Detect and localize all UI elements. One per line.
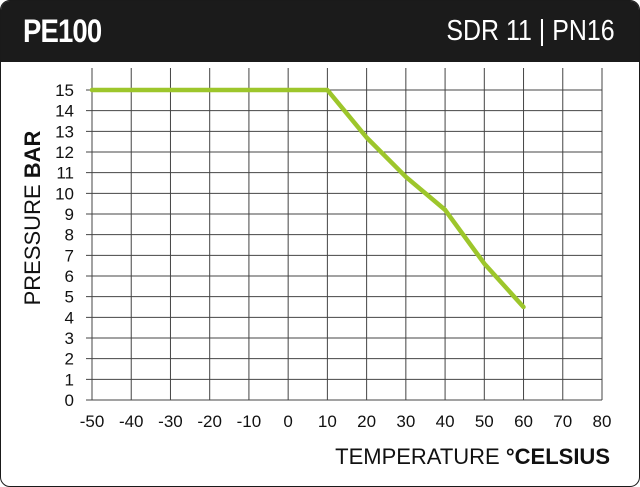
series-layer [89, 87, 526, 310]
x-tick-label: 0 [283, 412, 292, 431]
y-tick-label: 1 [65, 370, 74, 389]
y-tick-label: 3 [65, 329, 74, 348]
chart-title: PE100 [23, 13, 102, 49]
y-tick-label: 10 [55, 184, 74, 203]
chart-header: PE100 SDR 11 | PN16 [1, 1, 639, 62]
y-tick-label: 8 [65, 226, 74, 245]
y-tick-label: 11 [56, 164, 74, 183]
x-axis-title: TEMPERATURE °CELSIUS [335, 444, 610, 469]
y-axis-title-bold: BAR [20, 130, 45, 178]
y-tick-label: 4 [65, 308, 74, 327]
x-tick-label: 30 [396, 412, 415, 431]
x-tick-label: 10 [318, 412, 337, 431]
y-tick-label: 7 [65, 246, 74, 265]
y-tick-label: 0 [65, 391, 74, 410]
x-tick-label: -10 [237, 412, 262, 431]
y-tick-label: 9 [65, 205, 74, 224]
x-tick-label: -30 [158, 412, 183, 431]
x-tick-label: 50 [475, 412, 494, 431]
series-line-pressure [89, 87, 526, 310]
x-tick-label: 80 [593, 412, 612, 431]
y-tick-label: 12 [55, 143, 74, 162]
x-axis-title-normal: TEMPERATURE [335, 444, 506, 469]
x-tick-label: -50 [80, 412, 105, 431]
y-tick-label: 5 [65, 288, 74, 307]
y-tick-label: 14 [55, 102, 74, 121]
x-tick-label: -20 [197, 412, 222, 431]
y-tick-label: 6 [65, 267, 74, 286]
x-tick-label: 70 [553, 412, 572, 431]
y-tick-label: 13 [55, 122, 74, 141]
y-tick-label: 15 [55, 81, 74, 100]
x-tick-label: -40 [119, 412, 144, 431]
x-tick-label: 60 [514, 412, 533, 431]
y-axis-title: PRESSURE BAR [20, 130, 45, 305]
x-axis-title-bold: °CELSIUS [506, 444, 610, 469]
x-tick-label: 20 [357, 412, 376, 431]
y-tick-label: 2 [65, 350, 74, 369]
chart-subtitle: SDR 11 | PN16 [446, 15, 615, 47]
y-axis-title-normal: PRESSURE [20, 178, 45, 305]
x-axis-ticks: -50 -40 -30 -20 -10 0 10 20 30 40 50 60 70 80 [80, 412, 612, 431]
x-tick-label: 40 [436, 412, 455, 431]
grid [86, 68, 603, 401]
